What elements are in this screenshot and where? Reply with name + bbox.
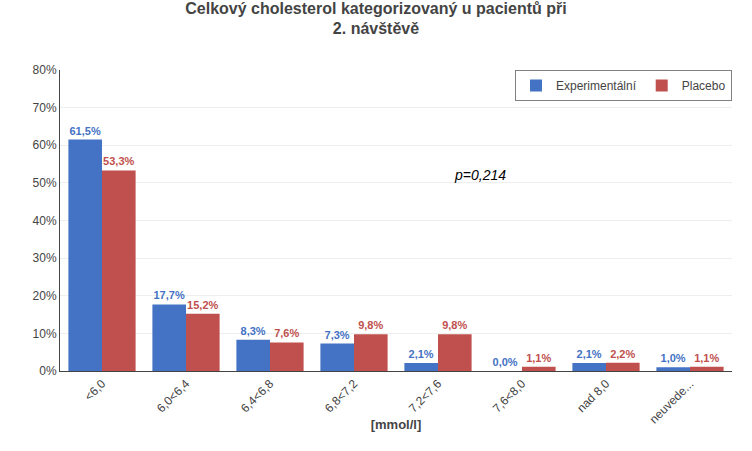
svg-text:[mmol/l]: [mmol/l] — [371, 417, 422, 432]
svg-text:7,2<7,6: 7,2<7,6 — [406, 377, 445, 416]
svg-text:1,1%: 1,1% — [694, 352, 719, 364]
svg-text:8,3%: 8,3% — [241, 325, 266, 337]
svg-text:50%: 50% — [33, 176, 57, 190]
svg-text:9,8%: 9,8% — [358, 319, 383, 331]
svg-text:10%: 10% — [33, 327, 57, 341]
svg-text:80%: 80% — [33, 63, 57, 77]
svg-text:6,8<7,2: 6,8<7,2 — [322, 377, 361, 416]
svg-text:1,1%: 1,1% — [526, 352, 551, 364]
svg-text:7,6%: 7,6% — [274, 327, 299, 339]
svg-text:Experimentální: Experimentální — [556, 79, 637, 93]
svg-text:nad 8,0: nad 8,0 — [574, 377, 612, 415]
svg-text:20%: 20% — [33, 289, 57, 303]
svg-text:9,8%: 9,8% — [442, 319, 467, 331]
svg-text:30%: 30% — [33, 251, 57, 265]
svg-text:61,5%: 61,5% — [69, 125, 100, 137]
svg-text:15,2%: 15,2% — [187, 299, 218, 311]
svg-text:<6,0: <6,0 — [82, 377, 109, 404]
svg-text:Celkový cholesterol kategorizo: Celkový cholesterol kategorizovaný u pac… — [185, 0, 566, 37]
svg-text:60%: 60% — [33, 138, 57, 152]
svg-text:7,3%: 7,3% — [325, 329, 350, 341]
svg-text:Placebo: Placebo — [682, 79, 726, 93]
svg-text:2,1%: 2,1% — [577, 348, 602, 360]
svg-text:6,0<6,4: 6,0<6,4 — [154, 377, 193, 416]
svg-text:2,1%: 2,1% — [409, 348, 434, 360]
svg-text:40%: 40% — [33, 214, 57, 228]
svg-text:0,0%: 0,0% — [493, 356, 518, 368]
svg-text:6,4<6,8: 6,4<6,8 — [238, 377, 277, 416]
svg-text:53,3%: 53,3% — [103, 155, 134, 167]
svg-text:70%: 70% — [33, 101, 57, 115]
svg-text:1,0%: 1,0% — [661, 352, 686, 364]
svg-text:17,7%: 17,7% — [153, 289, 184, 301]
svg-text:neuvede...: neuvede... — [647, 377, 697, 427]
svg-text:0%: 0% — [39, 364, 57, 378]
svg-text:p=0,214: p=0,214 — [454, 167, 506, 183]
svg-text:7,6<8,0: 7,6<8,0 — [490, 377, 529, 416]
svg-text:2,2%: 2,2% — [610, 348, 635, 360]
